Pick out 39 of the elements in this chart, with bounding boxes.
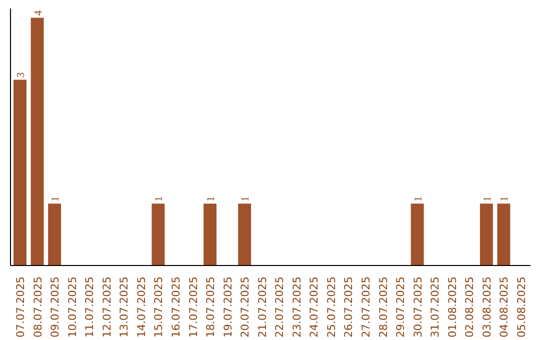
- x-tick-label: 17.07.2025: [186, 276, 200, 338]
- x-tick-label: 07.07.2025: [14, 276, 27, 338]
- data-label: 3: [16, 72, 27, 78]
- x-tick-label: 11.07.2025: [83, 276, 96, 338]
- x-tick-label: 24.07.2025: [308, 276, 321, 338]
- x-tick-label: 14.07.2025: [134, 276, 148, 338]
- x-tick-label: 26.07.2025: [342, 276, 356, 338]
- x-tick-label: 03.08.2025: [480, 276, 494, 338]
- x-tick-label: 23.07.2025: [290, 276, 304, 338]
- x-tick-label: 28.07.2025: [376, 276, 390, 338]
- x-tick-label: 15.07.2025: [152, 276, 166, 338]
- x-tick-label: 27.07.2025: [360, 276, 373, 338]
- x-tick-label: 31.07.2025: [428, 276, 442, 338]
- x-tick-label: 08.07.2025: [31, 276, 44, 338]
- x-tick-label: 22.07.2025: [273, 276, 286, 338]
- x-tick-label: 19.07.2025: [221, 276, 234, 338]
- data-label: 1: [154, 196, 166, 202]
- x-tick-label: 05.08.2025: [515, 276, 528, 338]
- x-tick-label: 04.08.2025: [498, 276, 511, 338]
- data-label: 1: [240, 196, 252, 202]
- x-tick-label: 01.08.2025: [446, 276, 459, 338]
- data-label: 1: [500, 196, 511, 202]
- data-label: 1: [482, 196, 494, 202]
- x-tick-label: 25.07.2025: [324, 276, 338, 338]
- data-label: 1: [206, 196, 218, 202]
- x-tick-label: 21.07.2025: [256, 276, 269, 338]
- x-tick-label: 02.08.2025: [463, 276, 476, 338]
- x-tick-label: 10.07.2025: [66, 276, 79, 338]
- data-label: 1: [50, 196, 62, 202]
- x-tick-label: 09.07.2025: [48, 276, 62, 338]
- x-tick-label: 13.07.2025: [118, 276, 131, 338]
- x-tick-label: 30.07.2025: [411, 276, 424, 338]
- x-tick-label: 18.07.2025: [204, 276, 218, 338]
- x-tick-label: 29.07.2025: [394, 276, 408, 338]
- x-tick-label: 12.07.2025: [100, 276, 114, 338]
- x-tick-label: 16.07.2025: [169, 276, 182, 338]
- data-label: 4: [33, 10, 44, 16]
- x-tick-label: 20.07.2025: [238, 276, 252, 338]
- data-label: 1: [413, 196, 424, 202]
